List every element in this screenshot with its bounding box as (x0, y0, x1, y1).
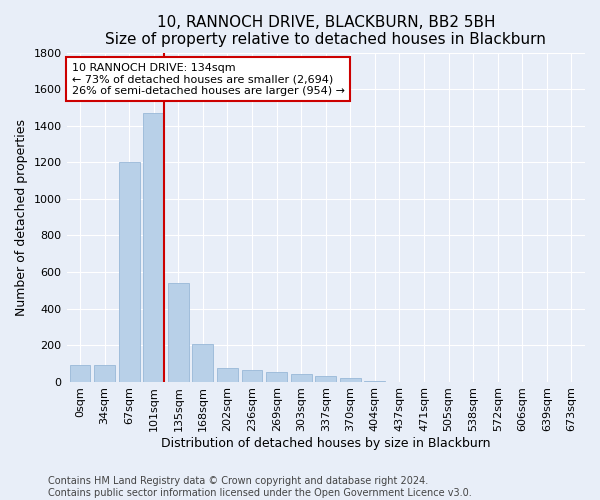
Bar (364, 380, 385, 382)
Bar (217, 368, 238, 382)
Bar (340, 378, 361, 382)
Bar (143, 113, 164, 382)
Text: Contains HM Land Registry data © Crown copyright and database right 2024.
Contai: Contains HM Land Registry data © Crown c… (48, 476, 472, 498)
Text: 10 RANNOCH DRIVE: 134sqm
← 73% of detached houses are smaller (2,694)
26% of sem: 10 RANNOCH DRIVE: 134sqm ← 73% of detach… (72, 62, 345, 96)
Y-axis label: Number of detached properties: Number of detached properties (15, 118, 28, 316)
Bar (316, 376, 336, 382)
Bar (70, 365, 91, 382)
X-axis label: Distribution of detached houses by size in Blackburn: Distribution of detached houses by size … (161, 437, 491, 450)
Bar (94, 365, 115, 382)
Bar (119, 162, 140, 382)
Bar (193, 344, 214, 382)
Bar (242, 370, 262, 382)
Title: 10, RANNOCH DRIVE, BLACKBURN, BB2 5BH
Size of property relative to detached hous: 10, RANNOCH DRIVE, BLACKBURN, BB2 5BH Si… (106, 15, 546, 48)
Bar (291, 374, 311, 382)
Bar (168, 283, 189, 382)
Bar (266, 372, 287, 382)
